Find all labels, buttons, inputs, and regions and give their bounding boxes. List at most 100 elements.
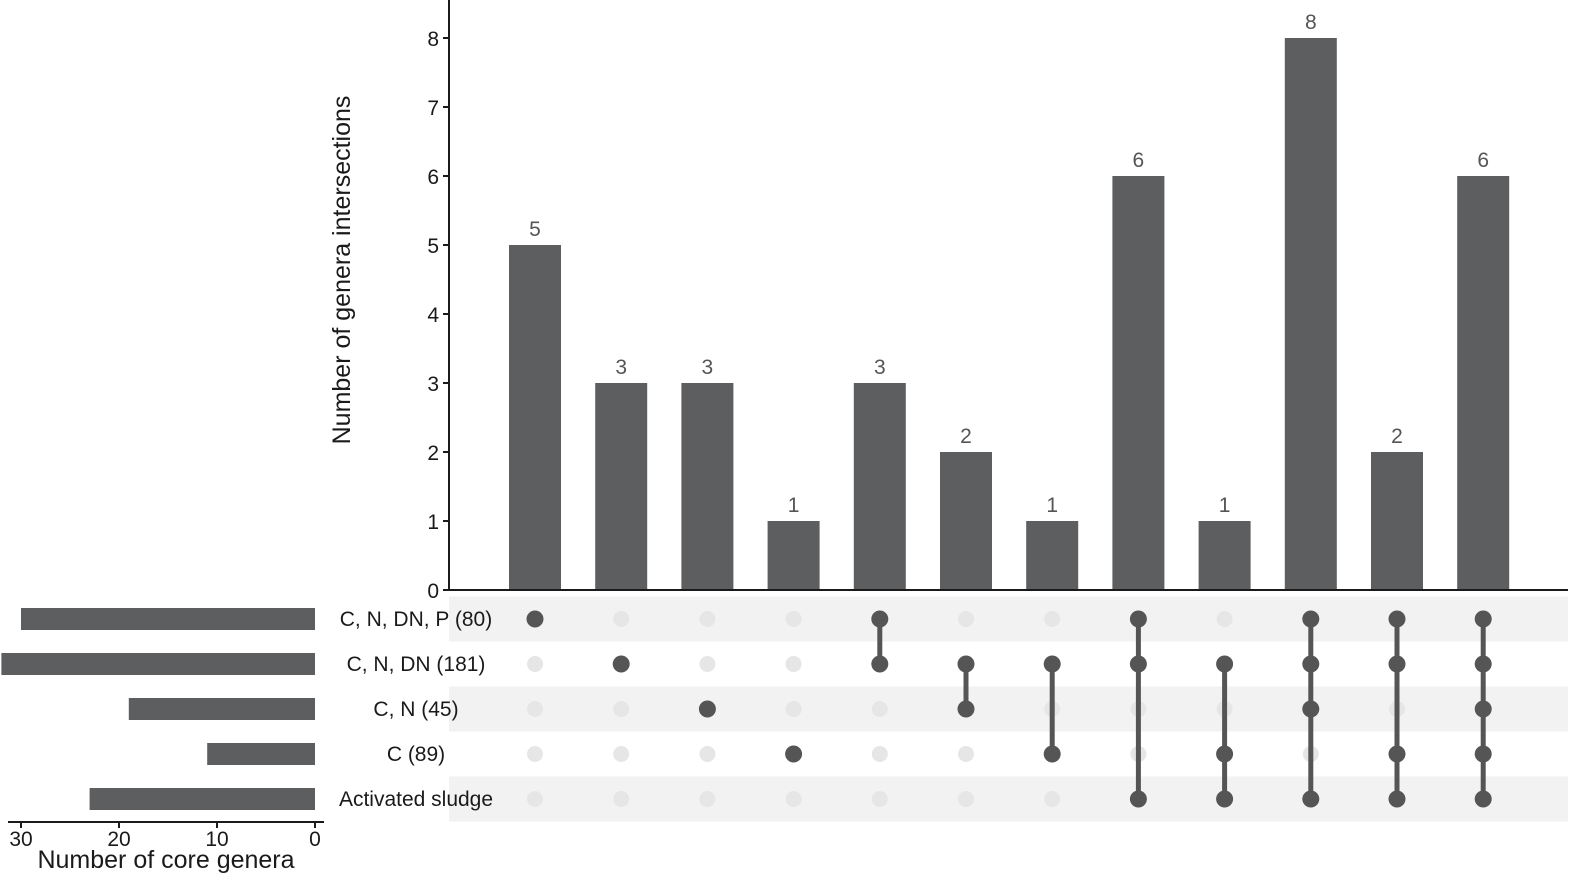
set-size-bar (89, 788, 315, 810)
matrix-dot-inactive (785, 701, 802, 717)
intersection-y-axis-title: Number of genera intersections (328, 96, 356, 445)
y-tick-label: 4 (427, 304, 439, 327)
y-tick-label: 3 (427, 373, 439, 396)
matrix-dot-inactive (785, 611, 802, 627)
matrix-dot-active (1043, 745, 1061, 763)
matrix-dot-inactive (958, 746, 974, 762)
matrix-dot-active (1388, 790, 1406, 808)
intersection-y-axis: 0 1 2 3 4 5 6 7 8 (427, 0, 1568, 603)
matrix-dot-inactive (1044, 611, 1061, 627)
set-size-tick-label: 0 (309, 828, 321, 851)
matrix-dot-active (1302, 610, 1320, 628)
matrix-stripe-4 (449, 776, 1568, 822)
matrix-dot-inactive (958, 611, 974, 627)
matrix-dot-inactive (613, 791, 630, 807)
intersection-bar (595, 383, 648, 590)
intersection-bar-label: 3 (874, 356, 886, 379)
set-size-bar (21, 608, 315, 630)
y-tick-label: 7 (427, 97, 439, 120)
matrix-dot-active (1302, 790, 1320, 808)
y-tick-label: 0 (427, 580, 439, 603)
matrix-dot-active (1129, 610, 1147, 628)
matrix-dot-inactive (699, 746, 716, 762)
y-tick-label: 1 (427, 511, 439, 534)
intersection-bar-label: 1 (788, 494, 800, 517)
set-size-bars (1, 608, 316, 810)
matrix-dot-active (1216, 790, 1234, 808)
matrix-dot-active (1302, 700, 1320, 718)
intersection-bar (509, 245, 561, 590)
matrix-dot-inactive (958, 791, 974, 807)
intersection-bar (1284, 38, 1337, 590)
set-label: C (89) (387, 743, 445, 766)
matrix-dot-active (1129, 790, 1147, 808)
matrix-dot-active (1129, 655, 1147, 673)
set-labels: C, N, DN, P (80) C, N, DN (181) C, N (45) C… (339, 608, 493, 811)
matrix-dot-inactive (527, 656, 543, 672)
matrix-dot-inactive (613, 611, 630, 627)
intersection-bar-label: 6 (1133, 149, 1145, 172)
set-size-tick-label: 10 (205, 828, 228, 851)
set-label: C, N, DN (181) (347, 653, 486, 676)
intersection-bar-label: 6 (1477, 149, 1489, 172)
intersection-bar-label: 2 (1391, 425, 1403, 448)
matrix-dot-inactive (1044, 791, 1061, 807)
set-size-tick-label: 30 (9, 828, 32, 851)
set-label: C, N, DN, P (80) (340, 608, 492, 631)
matrix-dot-inactive (527, 701, 543, 717)
intersection-bar (1371, 452, 1423, 590)
matrix-dot-active (1043, 655, 1061, 673)
intersection-bars: 5 3 3 1 3 2 1 6 1 8 2 6 (509, 11, 1510, 590)
matrix-dot-active (1216, 745, 1234, 763)
matrix-dot-active (698, 700, 716, 718)
set-size-bar (207, 743, 315, 765)
matrix-dot-active (957, 655, 975, 673)
intersection-bar-label: 2 (960, 425, 972, 448)
matrix-dot-active (1388, 610, 1406, 628)
matrix-dot-inactive (613, 701, 630, 717)
intersection-bar-label: 1 (1219, 494, 1231, 517)
intersection-matrix (526, 610, 1492, 808)
matrix-dot-active (1474, 655, 1492, 673)
set-label: Activated sludge (339, 788, 493, 811)
matrix-dot-active (526, 610, 544, 628)
matrix-dot-inactive (871, 746, 888, 762)
intersection-bar (767, 521, 820, 590)
intersection-bar (853, 383, 906, 590)
matrix-dot-inactive (1216, 611, 1233, 627)
intersection-bar (1112, 176, 1165, 590)
matrix-dot-inactive (871, 701, 888, 717)
set-size-bar (1, 653, 316, 675)
matrix-dot-active (1474, 790, 1492, 808)
matrix-dot-inactive (785, 791, 802, 807)
matrix-dot-inactive (527, 791, 543, 807)
matrix-dot-active (871, 655, 889, 673)
matrix-dot-inactive (699, 791, 716, 807)
y-tick-label: 5 (427, 235, 439, 258)
matrix-dot-active (1388, 655, 1406, 673)
matrix-dot-inactive (871, 791, 888, 807)
intersection-bar (1026, 521, 1079, 590)
y-tick-label: 8 (427, 28, 439, 51)
matrix-dot-inactive (613, 746, 630, 762)
set-size-bar (128, 698, 315, 720)
matrix-dot-active (1474, 700, 1492, 718)
intersection-bar (1457, 176, 1510, 590)
set-size-x-axis: 30 20 10 0 (8, 821, 324, 851)
intersection-bar-label: 3 (702, 356, 714, 379)
matrix-dot-inactive (785, 656, 802, 672)
intersection-bar-label: 1 (1046, 494, 1058, 517)
matrix-dot-inactive (699, 611, 716, 627)
matrix-stripe-2 (449, 686, 1568, 732)
y-tick-label: 6 (427, 166, 439, 189)
intersection-bar-label: 5 (529, 218, 541, 241)
matrix-stripes (449, 596, 1568, 822)
intersection-bar-label: 8 (1305, 11, 1317, 34)
matrix-dot-active (1388, 745, 1406, 763)
matrix-dot-active (1474, 745, 1492, 763)
matrix-dot-active (785, 745, 803, 763)
set-size-tick-label: 20 (107, 828, 130, 851)
matrix-dot-inactive (699, 656, 716, 672)
intersection-bar-label: 3 (615, 356, 627, 379)
intersection-bar (681, 383, 734, 590)
